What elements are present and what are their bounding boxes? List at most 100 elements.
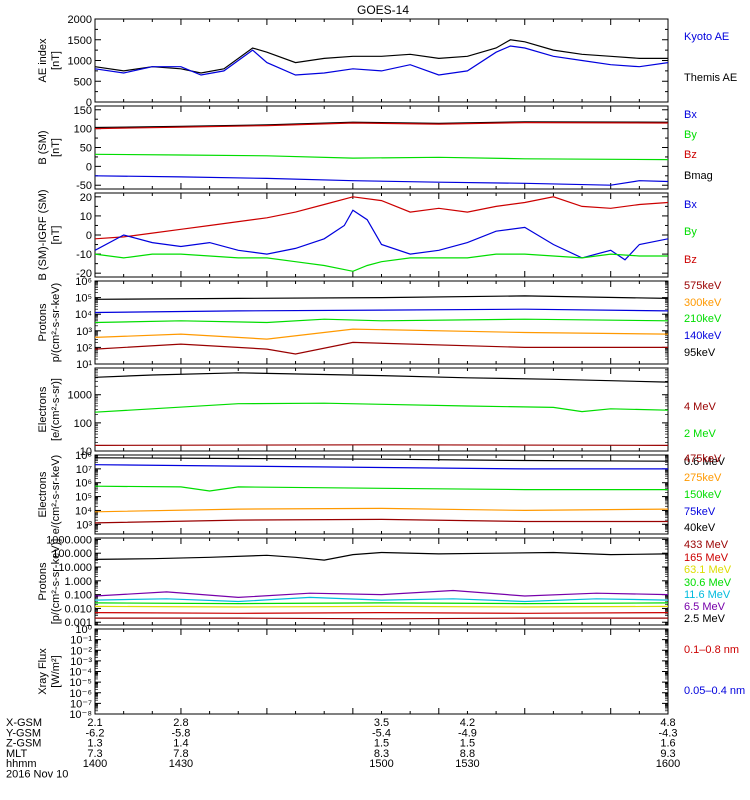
y-axis-label: B (SM)-IGRF (SM) bbox=[37, 189, 49, 280]
y-tick-label: 100 bbox=[74, 124, 92, 136]
legend-entry: Bz bbox=[684, 254, 697, 266]
y-axis-label: [W/m²] bbox=[50, 655, 62, 687]
series-line bbox=[95, 444, 668, 446]
legend-entry: 30.6 MeV bbox=[684, 577, 732, 589]
series-line bbox=[95, 121, 668, 130]
series-line bbox=[95, 45, 668, 76]
panel-frame bbox=[94, 454, 669, 535]
y-tick-label: 10⁰ bbox=[75, 624, 92, 636]
series-line bbox=[95, 485, 668, 492]
x-row-value: 2.1 bbox=[87, 717, 102, 729]
y-tick-label: 10² bbox=[76, 342, 92, 354]
y-tick-label: 0.010 bbox=[64, 603, 92, 615]
y-tick-label: 10⁻³ bbox=[70, 656, 92, 668]
series-line bbox=[95, 341, 668, 355]
legend-entry: 0.05–0.4 nm bbox=[684, 685, 745, 697]
x-row-value: 3.5 bbox=[374, 717, 389, 729]
legend-entry: 575keV bbox=[684, 280, 722, 292]
series-line bbox=[95, 464, 668, 470]
series-line bbox=[95, 209, 668, 261]
series-line bbox=[95, 589, 668, 599]
series-line bbox=[95, 308, 668, 314]
series-line bbox=[95, 402, 668, 413]
y-tick-label: 0.100 bbox=[64, 590, 92, 602]
y-axis-label: B (SM) bbox=[37, 130, 49, 164]
series-line bbox=[95, 551, 668, 561]
x-row-value: -5.8 bbox=[171, 727, 190, 739]
legend-entry: 6.5 MeV bbox=[684, 601, 726, 613]
panel-frame bbox=[94, 192, 669, 278]
series-line bbox=[95, 617, 668, 620]
legend-entry: 40keV bbox=[684, 522, 716, 534]
legend-entry: Bx bbox=[684, 199, 697, 211]
y-tick-label: 10⁻⁸ bbox=[69, 709, 92, 721]
figure-title: GOES-14 bbox=[357, 3, 409, 17]
y-tick-label: 0 bbox=[86, 161, 92, 173]
y-axis-label: e/(cm²-s-sr-keV) bbox=[50, 455, 62, 534]
y-tick-label: 1500 bbox=[68, 35, 92, 47]
legend-entry: 0.6 MeV bbox=[684, 456, 726, 468]
series-line bbox=[95, 518, 668, 524]
panel-frame bbox=[94, 628, 669, 715]
legend-entry: Bz bbox=[684, 149, 697, 161]
y-tick-label: 10 bbox=[80, 211, 92, 223]
legend-entry: 165 MeV bbox=[684, 552, 729, 564]
legend-entry: By bbox=[684, 226, 697, 238]
y-tick-label: -10 bbox=[76, 249, 92, 261]
x-row-value: 8.3 bbox=[374, 748, 389, 760]
y-axis-label: AE index bbox=[37, 38, 49, 83]
x-row-value: 4.8 bbox=[660, 717, 675, 729]
x-row-value: -4.9 bbox=[458, 727, 477, 739]
y-tick-label: 10¹ bbox=[76, 359, 92, 371]
x-row-value: 7.3 bbox=[87, 748, 102, 760]
legend-entry: 63.1 MeV bbox=[684, 564, 732, 576]
y-axis-label: [nT] bbox=[50, 226, 62, 245]
series-line bbox=[95, 253, 668, 272]
y-tick-label: 0 bbox=[86, 230, 92, 242]
x-row-value: 1.5 bbox=[460, 738, 475, 750]
y-tick-label: 10⁵ bbox=[75, 293, 92, 305]
legend-entry: 75keV bbox=[684, 506, 716, 518]
x-row-value: 9.3 bbox=[660, 748, 675, 760]
y-tick-label: 2000 bbox=[68, 14, 92, 26]
panel-2: -50 0 50 100 150 B (SM) [nT] Bx By Bz Bmag bbox=[37, 105, 713, 192]
y-axis-label: Protons bbox=[37, 562, 49, 600]
legend-entry: Bx bbox=[684, 109, 697, 121]
legend-entry: By bbox=[684, 129, 697, 141]
x-row-value: -6.2 bbox=[86, 727, 105, 739]
y-tick-label: 100 bbox=[74, 418, 92, 430]
y-tick-label: -20 bbox=[76, 268, 92, 280]
series-line bbox=[95, 121, 668, 129]
x-row-value: 1.3 bbox=[87, 738, 102, 750]
y-axis-label: [p/(cm²-s-sr-keV)] bbox=[50, 539, 62, 625]
legend-entry: 475keV bbox=[684, 453, 722, 465]
date-label: 2016 Nov 10 bbox=[6, 769, 68, 781]
y-tick-label: 10⁵ bbox=[75, 492, 92, 504]
x-row-value: 1400 bbox=[83, 758, 107, 770]
y-tick-label: 1.000 bbox=[64, 576, 92, 588]
legend-entry: 0.1–0.8 nm bbox=[684, 644, 739, 656]
y-tick-label: 10³ bbox=[76, 519, 92, 531]
y-axis-label: [e/(cm²-s-sr)] bbox=[50, 378, 62, 441]
y-tick-label: 10⁻⁴ bbox=[69, 667, 92, 679]
legend-entry: 210keV bbox=[684, 313, 722, 325]
panel-frame bbox=[94, 537, 669, 626]
y-tick-label: 150 bbox=[74, 105, 92, 117]
legend-entry: 150keV bbox=[684, 489, 722, 501]
y-axis-label: p/(cm²-s-sr-keV) bbox=[50, 283, 62, 362]
x-row-label: MLT bbox=[6, 748, 27, 760]
y-tick-label: 20 bbox=[80, 192, 92, 204]
y-tick-label: 1000 bbox=[68, 56, 92, 68]
x-row-label: Z-GSM bbox=[6, 738, 41, 750]
series-line bbox=[95, 602, 668, 605]
series-line bbox=[95, 596, 668, 603]
y-tick-label: 100.000 bbox=[52, 548, 92, 560]
series-line bbox=[95, 175, 668, 186]
legend-entry: 275keV bbox=[684, 472, 722, 484]
series-line bbox=[95, 328, 668, 340]
y-tick-label: 1000.000 bbox=[46, 534, 92, 546]
panel-4: 10¹ 10² 10³ 10⁴ 10⁵ 10⁶ Protons p/(cm²-s-sr-keV… bbox=[37, 276, 722, 371]
panel-1: 0 500 1000 1500 2000 AE index [nT] Kyoto AE Them… bbox=[37, 14, 737, 109]
